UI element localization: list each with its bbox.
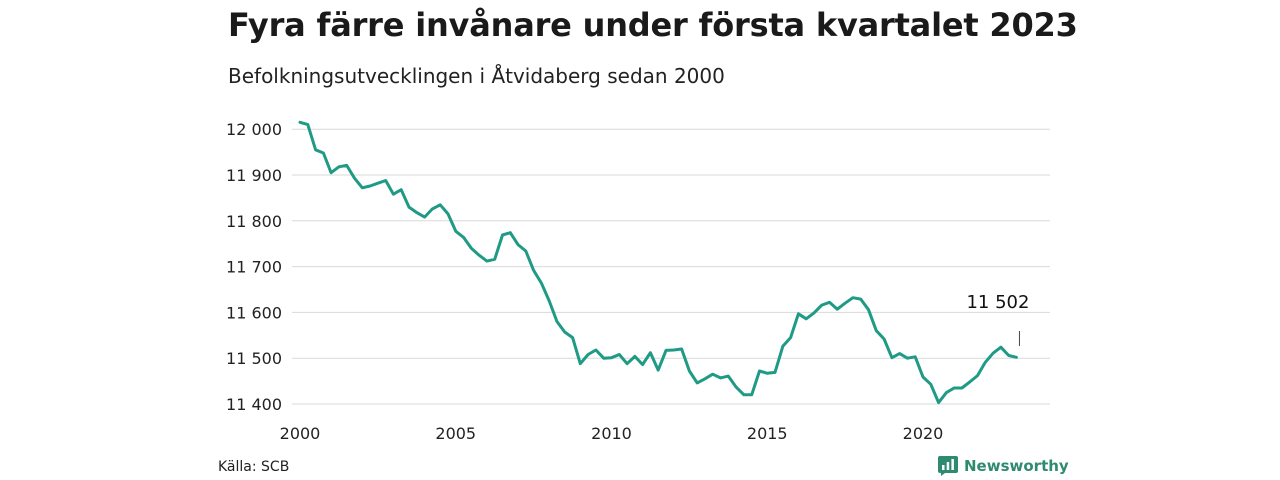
chart-subtitle: Befolkningsutvecklingen i Åtvidaberg sed…: [228, 64, 725, 88]
y-tick-label: 11 500: [226, 349, 282, 368]
y-tick-label: 11 400: [226, 395, 282, 414]
x-tick-label: 2000: [280, 424, 321, 443]
brand-name: Newsworthy: [964, 457, 1069, 475]
y-tick-label: 11 600: [226, 303, 282, 322]
y-tick-label: 12 000: [226, 120, 282, 139]
y-tick-label: 11 800: [226, 212, 282, 231]
source-label: Källa: SCB: [218, 459, 290, 475]
x-tick-label: 2010: [591, 424, 632, 443]
brand-logo[interactable]: Newsworthy: [938, 456, 1069, 476]
x-tick-label: 2020: [903, 424, 944, 443]
y-tick-label: 11 900: [226, 166, 282, 185]
newsworthy-logo-icon: [938, 456, 958, 476]
chart-title: Fyra färre invånare under första kvartal…: [228, 6, 1078, 44]
y-tick-label: 11 700: [226, 258, 282, 277]
x-tick-label: 2015: [747, 424, 788, 443]
x-tick-label: 2005: [435, 424, 476, 443]
population-line: [298, 120, 1018, 405]
annotation-label: 11 502: [966, 292, 1029, 313]
